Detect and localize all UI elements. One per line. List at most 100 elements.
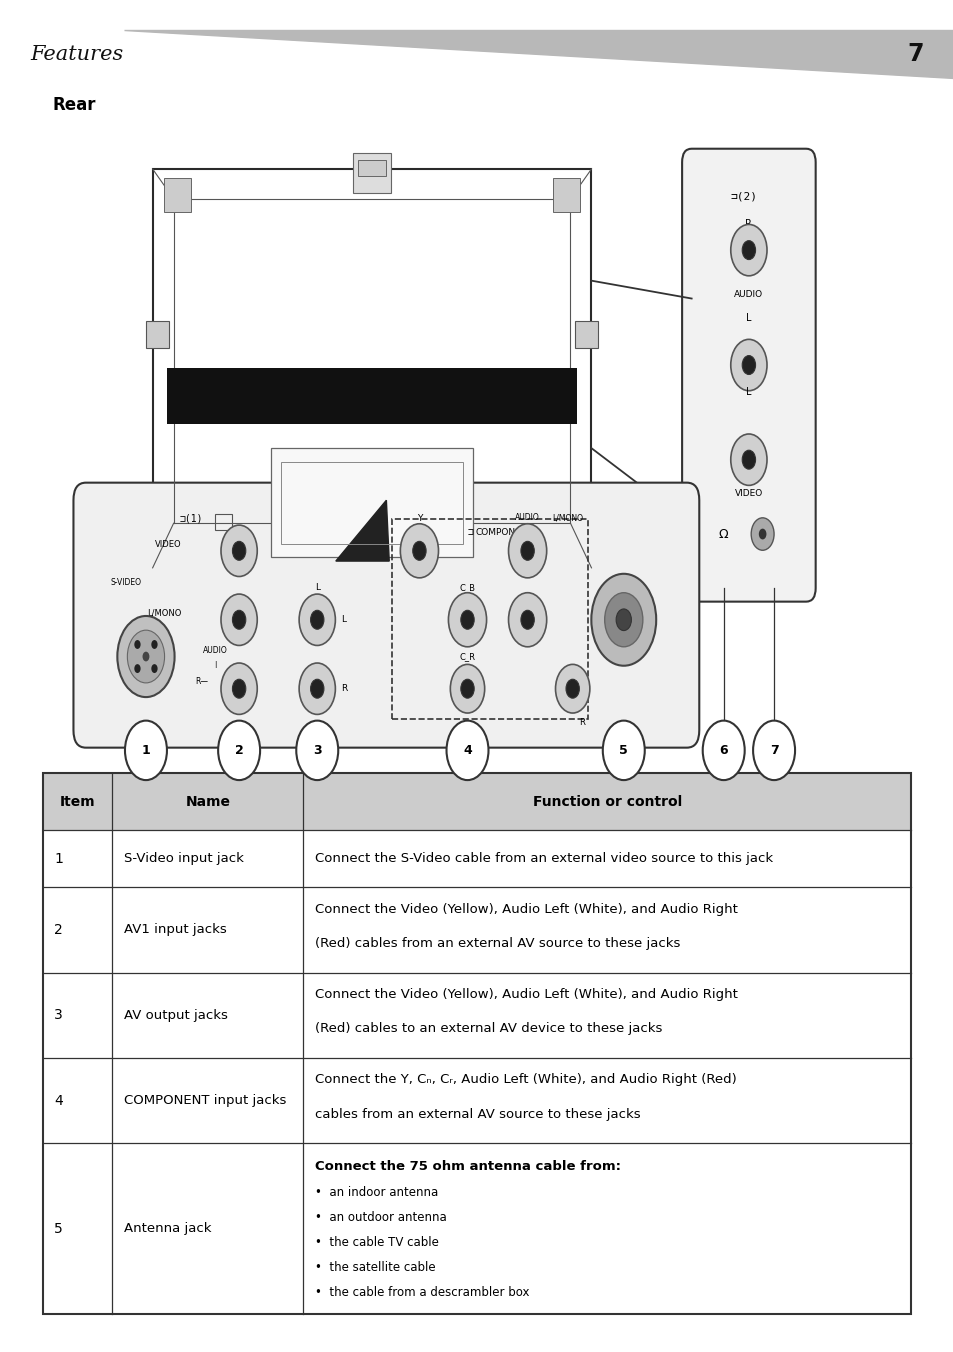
Bar bbox=[43, 773, 910, 1314]
Text: Connect the Video (Yellow), Audio Left (White), and Audio Right: Connect the Video (Yellow), Audio Left (… bbox=[314, 988, 737, 1000]
Text: 6: 6 bbox=[719, 744, 727, 757]
Text: VIDEO: VIDEO bbox=[154, 539, 181, 549]
Text: 5: 5 bbox=[54, 1222, 63, 1236]
Text: R: R bbox=[744, 219, 752, 230]
Bar bbox=[575, 322, 598, 349]
Bar bbox=[152, 169, 591, 568]
Circle shape bbox=[565, 679, 578, 698]
Circle shape bbox=[125, 721, 167, 780]
Bar bbox=[271, 448, 473, 557]
Circle shape bbox=[296, 721, 338, 780]
Text: 3: 3 bbox=[54, 1009, 63, 1022]
Circle shape bbox=[741, 241, 755, 260]
Text: Connect the S-Video cable from an external video source to this jack: Connect the S-Video cable from an extern… bbox=[314, 852, 772, 865]
Text: Rear: Rear bbox=[52, 96, 96, 115]
Bar bbox=[214, 514, 232, 530]
Circle shape bbox=[299, 662, 335, 714]
Text: |: | bbox=[213, 661, 215, 668]
Circle shape bbox=[127, 630, 165, 683]
Text: R—: R— bbox=[195, 677, 208, 687]
Text: ⊐(1): ⊐(1) bbox=[179, 514, 203, 523]
Text: AV output jacks: AV output jacks bbox=[124, 1009, 228, 1022]
Text: Antenna jack: Antenna jack bbox=[124, 1222, 212, 1236]
Bar bbox=[353, 153, 391, 193]
Text: AUDIO: AUDIO bbox=[515, 512, 539, 522]
Circle shape bbox=[591, 573, 656, 665]
Text: •  the cable TV cable: • the cable TV cable bbox=[314, 1236, 438, 1249]
Circle shape bbox=[730, 224, 766, 276]
Text: 3: 3 bbox=[313, 744, 321, 757]
Circle shape bbox=[750, 518, 773, 550]
Text: Connect the Video (Yellow), Audio Left (White), and Audio Right: Connect the Video (Yellow), Audio Left (… bbox=[314, 903, 737, 915]
Text: L: L bbox=[314, 583, 319, 592]
Text: Name: Name bbox=[185, 795, 230, 808]
Circle shape bbox=[702, 721, 744, 780]
Text: 2: 2 bbox=[234, 744, 243, 757]
Text: COMPONENT input jacks: COMPONENT input jacks bbox=[124, 1094, 286, 1107]
Text: 4: 4 bbox=[462, 744, 472, 757]
Circle shape bbox=[604, 592, 642, 646]
Text: L/MONO: L/MONO bbox=[552, 514, 582, 523]
Text: R: R bbox=[341, 684, 347, 694]
Circle shape bbox=[233, 541, 246, 560]
Circle shape bbox=[508, 592, 546, 646]
Circle shape bbox=[311, 610, 324, 629]
Circle shape bbox=[741, 356, 755, 375]
Text: 7: 7 bbox=[906, 42, 923, 66]
Circle shape bbox=[555, 664, 589, 713]
Circle shape bbox=[152, 639, 157, 649]
Circle shape bbox=[758, 529, 765, 539]
Text: ⊐: ⊐ bbox=[468, 527, 474, 537]
Text: Function or control: Function or control bbox=[532, 795, 681, 808]
Circle shape bbox=[233, 679, 246, 698]
Circle shape bbox=[142, 652, 150, 661]
Text: AUDIO: AUDIO bbox=[202, 646, 227, 656]
Text: L: L bbox=[745, 387, 751, 397]
Circle shape bbox=[602, 721, 644, 780]
Bar bbox=[164, 178, 191, 212]
Circle shape bbox=[221, 662, 257, 714]
Bar bbox=[357, 160, 386, 176]
Text: 1: 1 bbox=[54, 852, 63, 865]
Circle shape bbox=[520, 610, 534, 629]
Text: cables from an external AV source to these jacks: cables from an external AV source to the… bbox=[314, 1107, 639, 1121]
Text: Connect the Y, Cₙ, Cᵣ, Audio Left (White), and Audio Right (Red): Connect the Y, Cₙ, Cᵣ, Audio Left (White… bbox=[314, 1073, 736, 1087]
Circle shape bbox=[730, 339, 766, 391]
Text: Ω: Ω bbox=[719, 527, 728, 541]
Circle shape bbox=[520, 541, 534, 560]
Text: R: R bbox=[578, 718, 584, 727]
Circle shape bbox=[446, 721, 488, 780]
Circle shape bbox=[460, 610, 474, 629]
Text: L/MONO: L/MONO bbox=[147, 608, 181, 618]
Circle shape bbox=[616, 608, 631, 630]
Text: 7: 7 bbox=[769, 744, 778, 757]
Text: S-Video input jack: S-Video input jack bbox=[124, 852, 243, 865]
Polygon shape bbox=[335, 500, 389, 561]
Text: C_R: C_R bbox=[459, 652, 475, 661]
Bar bbox=[392, 519, 587, 719]
Circle shape bbox=[134, 639, 140, 649]
Circle shape bbox=[134, 664, 140, 673]
Text: Connect the 75 ohm antenna cable from:: Connect the 75 ohm antenna cable from: bbox=[314, 1160, 620, 1174]
Text: L: L bbox=[341, 615, 346, 625]
Text: •  an indoor antenna: • an indoor antenna bbox=[314, 1186, 437, 1199]
Circle shape bbox=[117, 617, 174, 698]
Text: ⊐(2): ⊐(2) bbox=[730, 191, 757, 201]
Text: 4: 4 bbox=[54, 1094, 63, 1107]
Bar bbox=[553, 178, 579, 212]
Circle shape bbox=[152, 664, 157, 673]
Circle shape bbox=[741, 450, 755, 469]
Text: (Red) cables to an external AV device to these jacks: (Red) cables to an external AV device to… bbox=[314, 1022, 661, 1036]
Circle shape bbox=[460, 679, 474, 698]
Text: 2: 2 bbox=[54, 923, 63, 937]
Text: L: L bbox=[745, 314, 751, 323]
Circle shape bbox=[400, 523, 438, 577]
Bar bbox=[280, 461, 463, 544]
Text: AV1 input jacks: AV1 input jacks bbox=[124, 923, 227, 937]
Text: Features: Features bbox=[30, 45, 124, 64]
Circle shape bbox=[221, 594, 257, 645]
Text: 1: 1 bbox=[141, 744, 151, 757]
Circle shape bbox=[448, 592, 486, 646]
Circle shape bbox=[413, 541, 426, 560]
Text: (Red) cables from an external AV source to these jacks: (Red) cables from an external AV source … bbox=[314, 937, 679, 949]
